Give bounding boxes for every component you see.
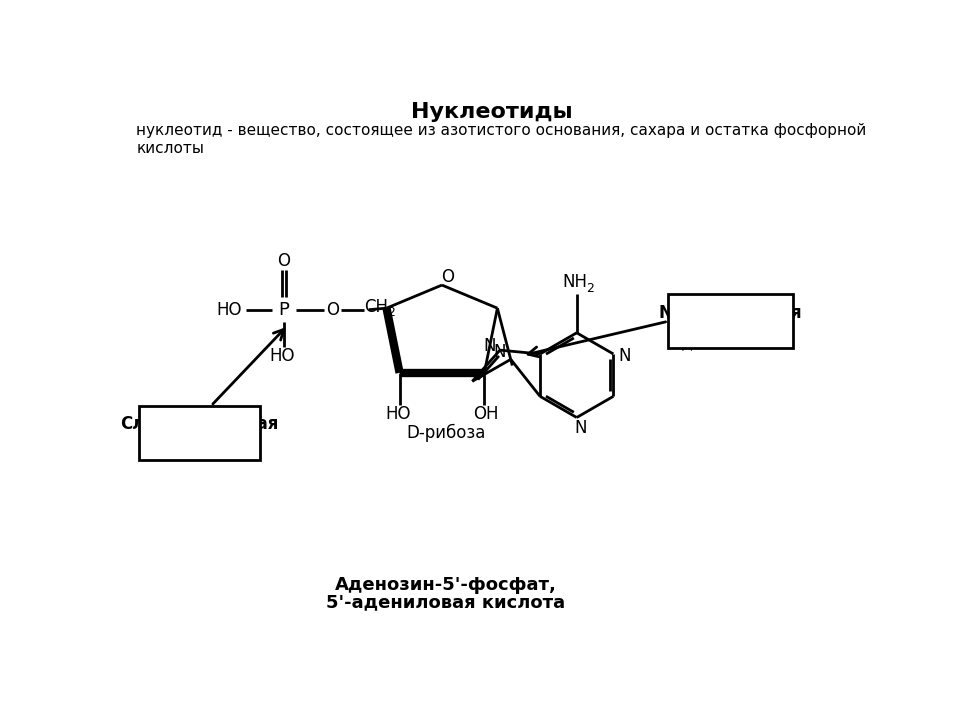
Text: Аденин: Аденин	[671, 333, 736, 351]
Text: OH: OH	[473, 405, 498, 423]
Text: нуклеотид - вещество, состоящее из азотистого основания, сахара и остатка фосфор: нуклеотид - вещество, состоящее из азоти…	[136, 123, 867, 156]
Text: CH: CH	[365, 297, 389, 315]
FancyBboxPatch shape	[668, 294, 793, 348]
Text: HO: HO	[270, 347, 296, 365]
Text: Нуклеотиды: Нуклеотиды	[411, 102, 573, 122]
Text: O: O	[326, 301, 339, 319]
Text: NH: NH	[563, 273, 588, 291]
Text: N: N	[493, 343, 506, 361]
Text: 2: 2	[587, 282, 594, 294]
Text: O: O	[277, 252, 291, 270]
Text: 2: 2	[387, 306, 396, 319]
Text: P: P	[278, 301, 290, 319]
Text: HO: HO	[216, 301, 241, 319]
Text: N-гликозидная: N-гликозидная	[659, 303, 803, 321]
Text: связь: связь	[174, 433, 225, 451]
Text: Аденозин-5'-фосфат,: Аденозин-5'-фосфат,	[335, 576, 557, 595]
Text: D-рибоза: D-рибоза	[406, 424, 486, 442]
Text: 5'-адениловая кислота: 5'-адениловая кислота	[326, 593, 565, 611]
Text: связь: связь	[706, 322, 756, 340]
Text: N: N	[483, 336, 495, 354]
Text: Сложноэфирная: Сложноэфирная	[120, 415, 278, 433]
Text: N: N	[618, 346, 631, 364]
Text: O: O	[442, 269, 455, 287]
Text: N: N	[574, 419, 587, 437]
Text: HO: HO	[385, 405, 411, 423]
FancyBboxPatch shape	[138, 406, 260, 460]
